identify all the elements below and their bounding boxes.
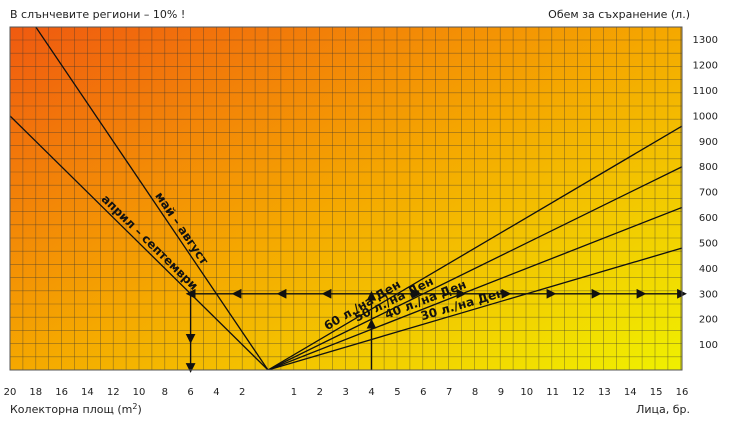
series-line: [267, 125, 682, 370]
tick-label-persons: 16: [676, 387, 689, 398]
tick-labels: 20 18 16 14 12 10 8 6 4 2 1 2 3 4 5 6 7 8 9 10 11 12 13 14 15 161…: [4, 35, 718, 398]
tick-label-collector-area: 2: [239, 387, 245, 398]
series-line: [267, 247, 682, 370]
series-line: [10, 115, 269, 370]
tick-label-persons: 11: [546, 387, 559, 398]
plot-frame: [9, 26, 683, 371]
tick-label-collector-area: 4: [213, 387, 219, 398]
tick-label-persons: 4: [368, 387, 374, 398]
tick-label-volume: 300: [699, 289, 718, 300]
tick-label-collector-area: 6: [187, 387, 193, 398]
tick-label-volume: 1100: [693, 86, 718, 97]
title-right: Обем за съхранение (л.): [548, 8, 690, 21]
example-path: [185, 288, 687, 373]
tick-label-volume: 700: [699, 188, 718, 199]
nomogram-lines: [10, 27, 682, 370]
tick-label-collector-area: 12: [107, 387, 120, 398]
tick-label-collector-area: 10: [133, 387, 146, 398]
tick-label-persons: 8: [472, 387, 478, 398]
title-left: В слънчевите региони – 10% !: [10, 8, 185, 21]
tick-label-persons: 12: [572, 387, 585, 398]
tick-label-volume: 1000: [693, 111, 718, 122]
tick-label-volume: 500: [699, 238, 718, 249]
tick-label-volume: 600: [699, 213, 718, 224]
tick-label-persons: 7: [446, 387, 452, 398]
x-axis-label-right: Лица, бр.: [636, 403, 690, 416]
tick-label-volume: 200: [699, 315, 718, 326]
tick-label-collector-area: 20: [4, 387, 17, 398]
tick-label-persons: 2: [317, 387, 323, 398]
tick-label-persons: 3: [342, 387, 348, 398]
tick-label-volume: 1200: [693, 61, 718, 72]
x-axis-label-left-end: ): [137, 403, 141, 416]
tick-label-collector-area: 8: [162, 387, 168, 398]
tick-label-collector-area: 14: [81, 387, 94, 398]
series-line: [35, 27, 269, 370]
tick-label-volume: 900: [699, 137, 718, 148]
tick-label-volume: 1300: [693, 35, 718, 46]
tick-label-persons: 9: [498, 387, 504, 398]
tick-label-collector-area: 18: [29, 387, 42, 398]
x-axis-label-left-main: Колекторна площ (m: [10, 403, 132, 416]
tick-label-volume: 400: [699, 264, 718, 275]
tick-label-volume: 100: [699, 340, 718, 351]
x-axis-label-left-sup: 2: [132, 402, 137, 411]
tick-label-volume: 800: [699, 162, 718, 173]
tick-label-persons: 1: [291, 387, 297, 398]
tick-label-collector-area: 16: [55, 387, 68, 398]
tick-label-persons: 15: [650, 387, 663, 398]
tick-label-persons: 5: [394, 387, 400, 398]
series-line: [267, 206, 682, 370]
tick-label-persons: 10: [520, 387, 533, 398]
tick-label-persons: 14: [624, 387, 637, 398]
tick-label-persons: 13: [598, 387, 611, 398]
x-axis-label-left: Колекторна площ (m2): [10, 402, 142, 416]
tick-label-persons: 6: [420, 387, 426, 398]
series-line: [267, 166, 682, 370]
